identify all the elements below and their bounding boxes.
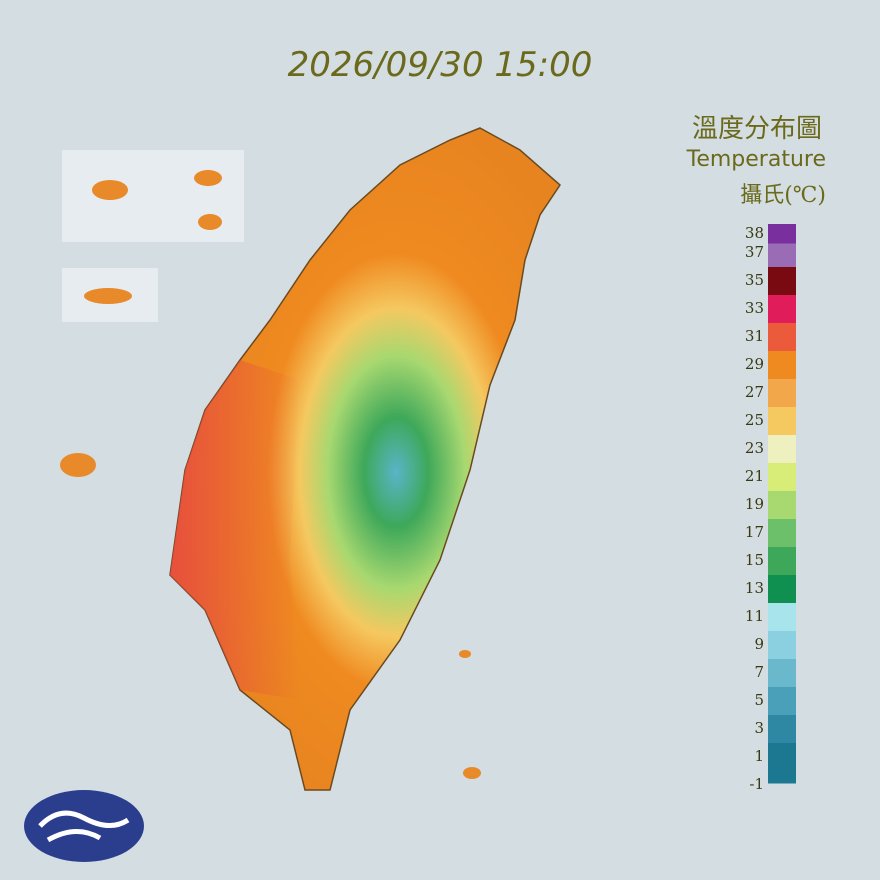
legend-tick-label: 15 [745, 551, 764, 569]
legend-unit: 攝氏(℃) [740, 183, 826, 208]
island [194, 170, 222, 186]
legend-swatch [768, 379, 796, 408]
legend-swatch [768, 224, 796, 244]
legend-swatch [768, 267, 796, 296]
legend-tick-label: 29 [745, 355, 764, 373]
legend-tick-label: 31 [745, 327, 764, 345]
legend-tick-label: 38 [745, 224, 764, 242]
legend-tick-label: 11 [745, 607, 764, 625]
legend-swatch [768, 519, 796, 548]
legend-swatch [768, 323, 796, 352]
island [60, 453, 96, 477]
legend-subtitle: Temperature [686, 147, 826, 172]
insets [60, 150, 244, 477]
legend-tick-label: 19 [745, 495, 764, 513]
legend-title: 溫度分布圖 [692, 114, 822, 144]
legend-swatch [768, 743, 796, 784]
legend-tick-label: 3 [754, 719, 764, 737]
legend-tick-label: 1 [754, 747, 764, 765]
legend-tick-label: 27 [745, 383, 764, 401]
legend-swatch [768, 603, 796, 632]
legend-tick-label: 21 [745, 467, 764, 485]
logo-ellipse [24, 790, 144, 862]
legend-tick-label: -1 [749, 775, 764, 793]
legend-swatch [768, 243, 796, 268]
legend-swatch [768, 491, 796, 520]
legend-tick-label: 7 [754, 663, 764, 681]
legend-swatch [768, 575, 796, 604]
island [84, 288, 132, 304]
legend-swatch [768, 659, 796, 688]
logo [24, 790, 144, 862]
island [92, 180, 128, 200]
legend-tick-label: 35 [745, 271, 764, 289]
legend-swatch [768, 547, 796, 576]
legend-swatch [768, 463, 796, 492]
legend-swatch [768, 435, 796, 464]
legend-swatch [768, 351, 796, 380]
timestamp: 2026/09/30 15:00 [288, 45, 593, 85]
legend-swatch [768, 407, 796, 436]
legend-swatch [768, 295, 796, 324]
logo-wave [38, 810, 130, 843]
legend-swatch [768, 715, 796, 744]
legend-tick-label: 25 [745, 411, 764, 429]
legend-tick-label: 9 [754, 635, 764, 653]
island [459, 650, 471, 658]
island [198, 214, 222, 230]
hot-area [170, 360, 300, 700]
taiwan-map [169, 127, 561, 791]
legend-tick-label: 17 [745, 523, 764, 541]
island [463, 767, 481, 779]
legend-tick-label: 23 [745, 439, 764, 457]
legend-tick-label: 37 [745, 243, 764, 261]
legend-swatch [768, 631, 796, 660]
legend-tick-label: 5 [754, 691, 764, 709]
legend-swatch [768, 687, 796, 716]
legend-tick-label: 13 [745, 579, 764, 597]
legend-tick-label: 33 [745, 299, 764, 317]
